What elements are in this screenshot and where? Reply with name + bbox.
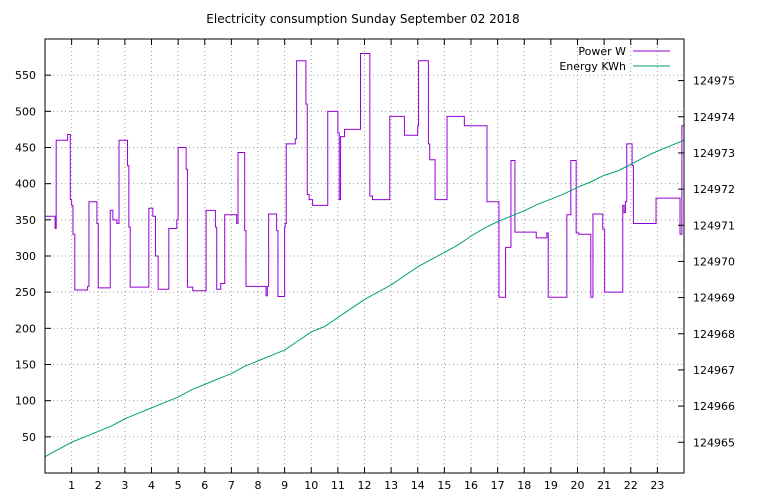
x-tick-label: 14 xyxy=(411,479,425,492)
x-tick-label: 13 xyxy=(384,479,398,492)
x-tick-label: 12 xyxy=(358,479,372,492)
x-tick-label: 18 xyxy=(517,479,531,492)
y-left-tick-label: 500 xyxy=(15,105,36,118)
x-tick-label: 20 xyxy=(571,479,585,492)
x-tick-label: 2 xyxy=(95,479,102,492)
grid xyxy=(45,39,684,473)
y-right-tick-label: 124965 xyxy=(693,436,735,449)
y-right-tick-label: 124967 xyxy=(693,364,735,377)
x-tick-label: 3 xyxy=(121,479,128,492)
x-tick-label: 11 xyxy=(331,479,345,492)
y-left-tick-label: 150 xyxy=(15,359,36,372)
y-left-tick-label: 450 xyxy=(15,142,36,155)
x-tick-label: 10 xyxy=(304,479,318,492)
y-right-tick-label: 124969 xyxy=(693,292,735,305)
series-layer xyxy=(44,52,685,458)
y-right-tick-label: 124975 xyxy=(693,75,735,88)
y-left-tick-label: 250 xyxy=(15,286,36,299)
legend-label: Energy KWh xyxy=(559,60,626,73)
y-left-tick-label: 100 xyxy=(15,395,36,408)
x-tick-label: 15 xyxy=(437,479,451,492)
x-tick-label: 9 xyxy=(281,479,288,492)
x-tick-label: 7 xyxy=(228,479,235,492)
y-left-tick-label: 50 xyxy=(22,431,36,444)
y-right-tick-label: 124966 xyxy=(693,400,735,413)
power-series-line xyxy=(45,52,684,298)
y-left-tick-label: 550 xyxy=(15,69,36,82)
x-tick-label: 6 xyxy=(201,479,208,492)
x-tick-label: 4 xyxy=(148,479,155,492)
y-left-tick-label: 400 xyxy=(15,178,36,191)
chart-title: Electricity consumption Sunday September… xyxy=(206,12,519,26)
legend-label: Power W xyxy=(578,45,626,58)
legend: Power W Energy KWh xyxy=(559,45,670,73)
x-tick-label: 19 xyxy=(544,479,558,492)
y-right-tick-label: 124968 xyxy=(693,328,735,341)
ticks xyxy=(45,39,684,473)
x-tick-label: 5 xyxy=(175,479,182,492)
y-right-tick-label: 124972 xyxy=(693,183,735,196)
x-tick-label: 1 xyxy=(68,479,75,492)
y-right-tick-label: 124973 xyxy=(693,147,735,160)
y-left-tick-label: 200 xyxy=(15,322,36,335)
y-right-tick-label: 124974 xyxy=(693,111,735,124)
x-tick-label: 16 xyxy=(464,479,478,492)
x-tick-label: 22 xyxy=(624,479,638,492)
x-tick-label: 8 xyxy=(255,479,262,492)
y-right-tick-label: 124971 xyxy=(693,219,735,232)
x-tick-label: 23 xyxy=(650,479,664,492)
y-right-tick-label: 124970 xyxy=(693,255,735,268)
energy-series-line xyxy=(44,139,685,458)
x-tick-label: 21 xyxy=(597,479,611,492)
tick-labels: 1 2 3 4 5 6 7 8 9 10 11 12 13 14 15 16 17 18 19 20 21 22 23501… xyxy=(15,69,735,492)
y-left-tick-label: 350 xyxy=(15,214,36,227)
x-tick-label: 17 xyxy=(491,479,505,492)
y-left-tick-label: 300 xyxy=(15,250,36,263)
